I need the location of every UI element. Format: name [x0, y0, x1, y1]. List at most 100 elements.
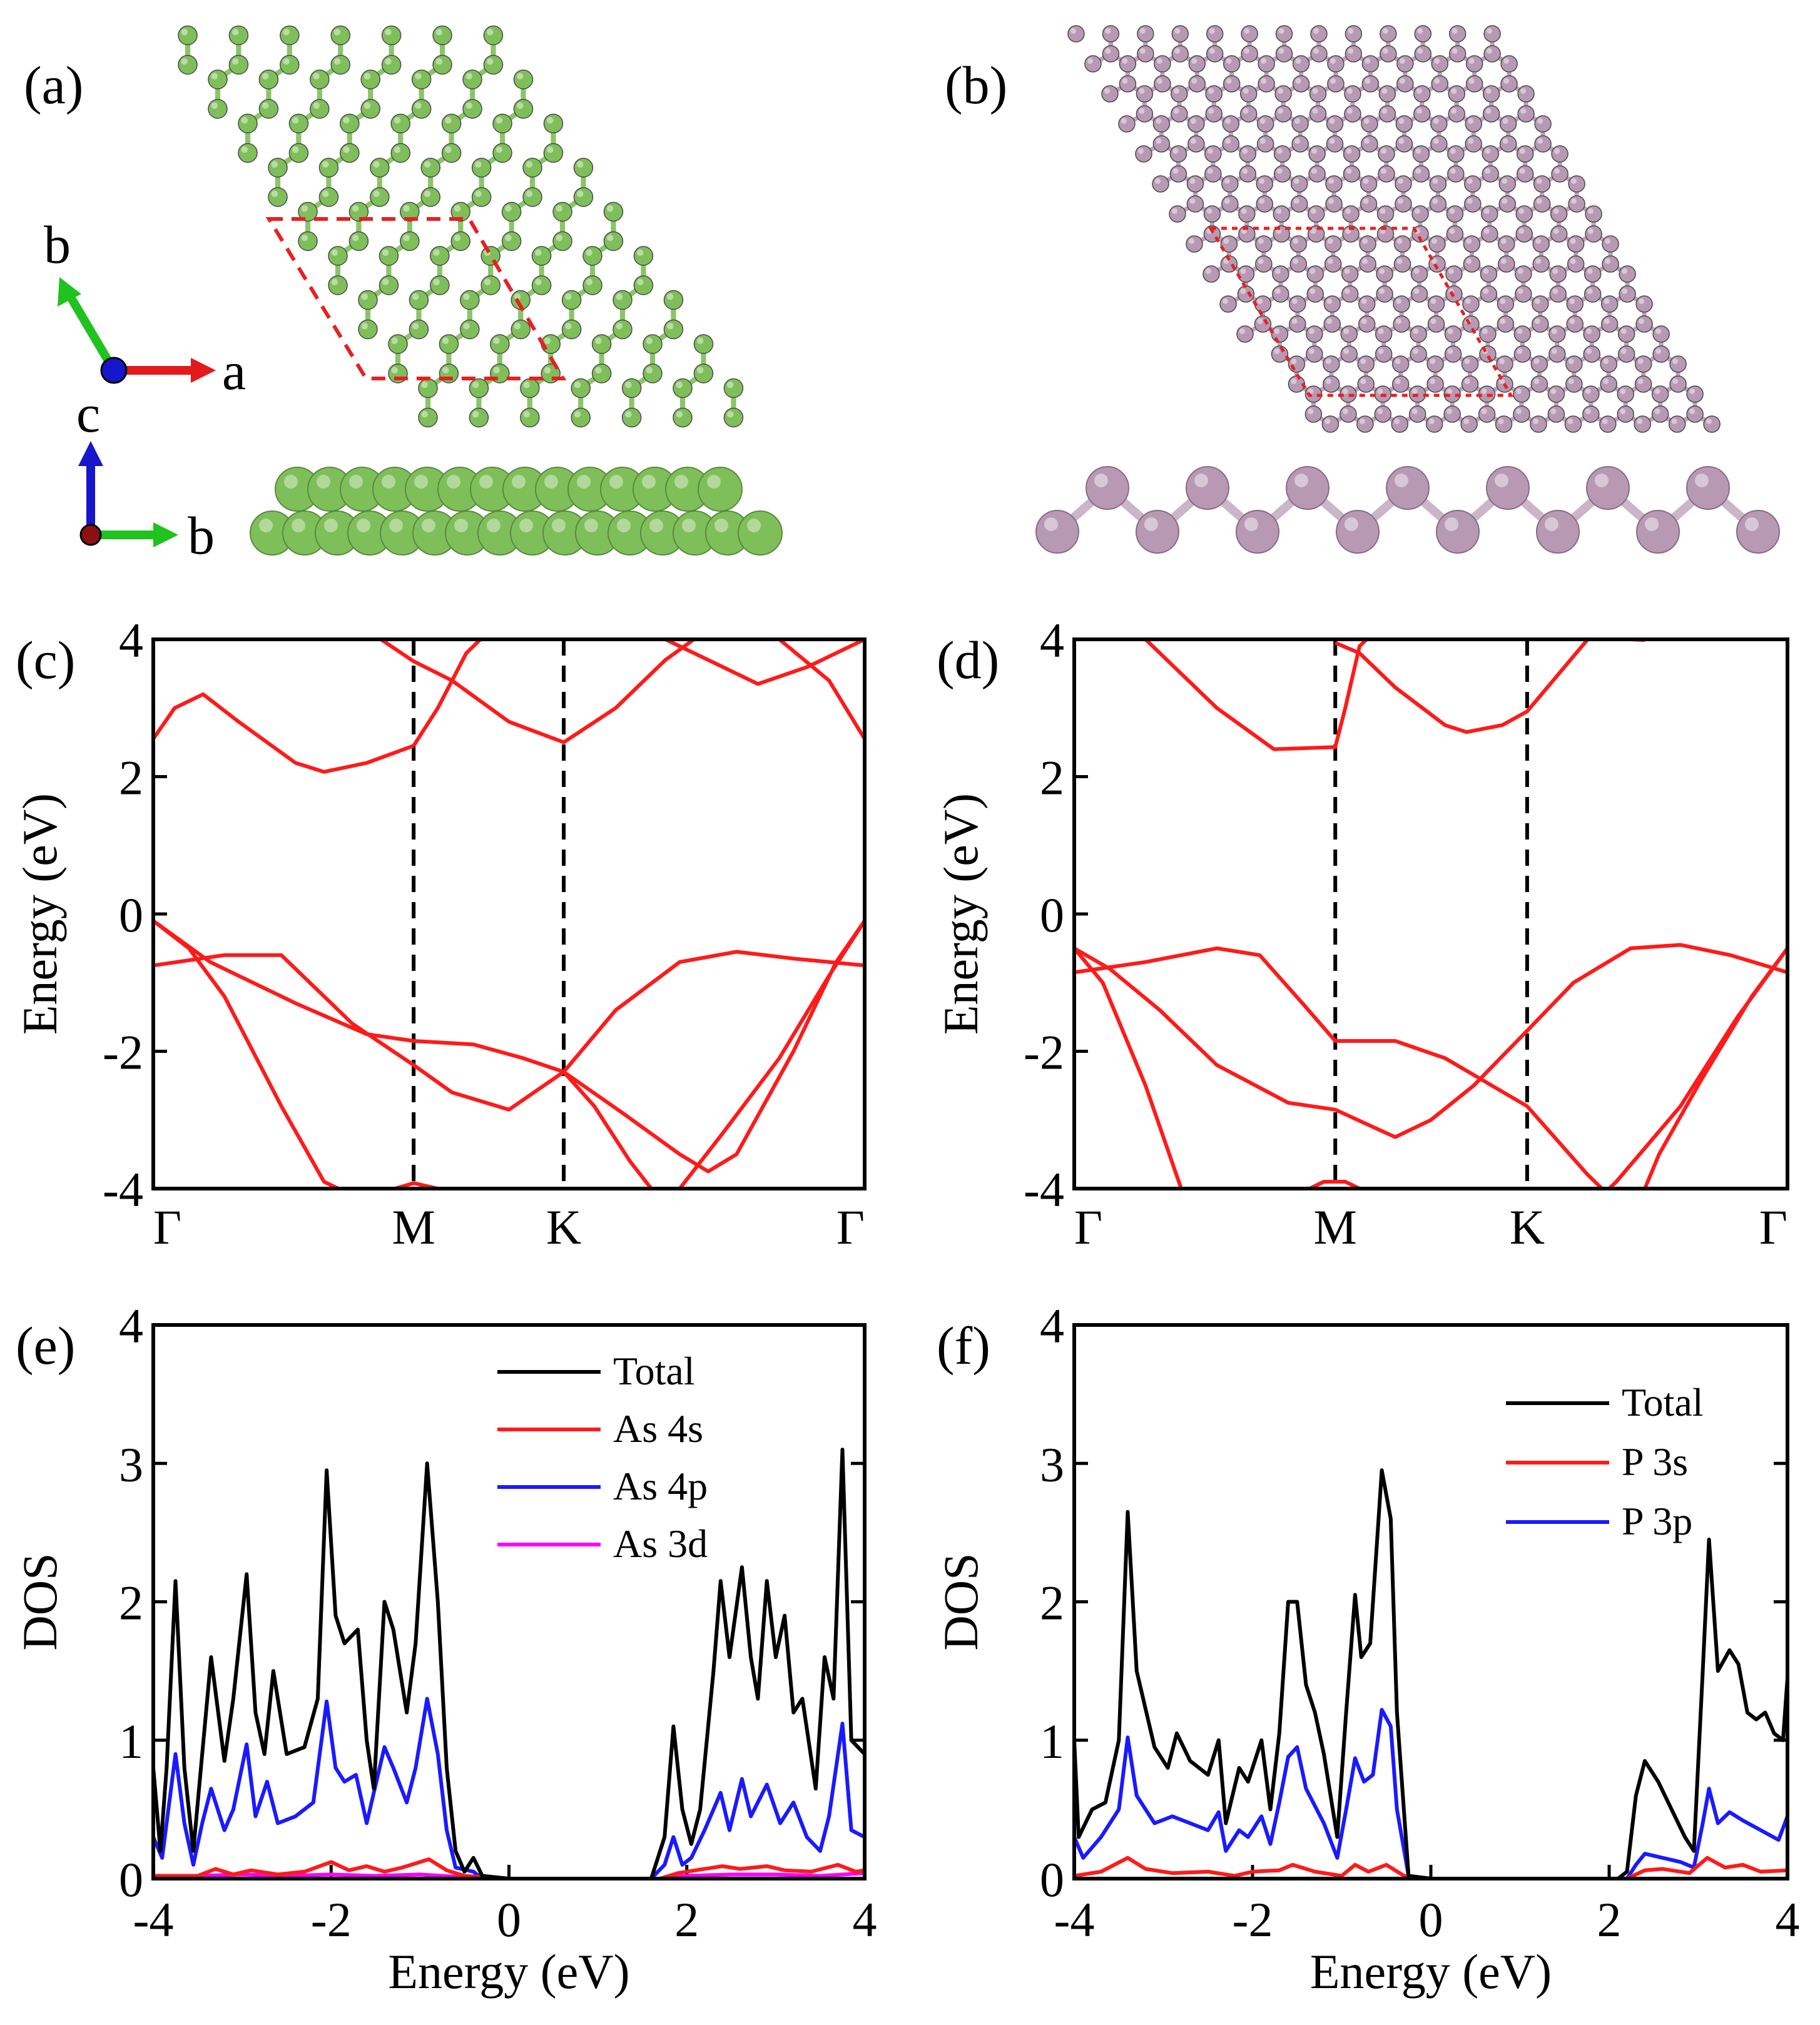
bands [1074, 639, 1787, 1189]
axis-label-a: a [222, 341, 246, 401]
p-side-view [1035, 466, 1780, 554]
y-tick-label: 0 [119, 888, 143, 942]
y-tick-label: -4 [1024, 1162, 1064, 1217]
structure-a-panel: (a) [24, 25, 783, 556]
y-tick-label: 0 [1040, 888, 1064, 942]
band-line-4 [1074, 947, 1183, 1189]
x-tick-label: -4 [133, 1892, 174, 1947]
dos-lines [153, 1448, 865, 1879]
lattice-bonds [185, 33, 736, 420]
y-tick-label: 2 [119, 751, 143, 805]
legend-entry: P 3s [1622, 1439, 1688, 1484]
y-axis-label: DOS [13, 1553, 67, 1650]
band-line-2 [1074, 943, 1787, 1139]
x-tick-label: 4 [1776, 1892, 1800, 1947]
band-line-1 [1334, 639, 1590, 734]
band-line-6 [153, 919, 339, 1189]
lattice-atoms [1067, 25, 1721, 433]
b-axis-head-side [153, 522, 178, 547]
structure-b-panel: (b) [945, 25, 1780, 554]
band-line-9 [678, 920, 865, 1189]
y-tick-label: 4 [1040, 1299, 1064, 1353]
y-tick-label: 2 [1040, 1576, 1064, 1630]
dos-line-p-3p [1074, 1708, 1787, 1879]
dos-line-as-4p [153, 1697, 865, 1879]
k-point-label: K [1510, 1200, 1545, 1254]
axes-indicator: b a c b [44, 215, 246, 566]
dos-line-p-3s [1074, 1855, 1787, 1879]
k-point-label: Γ [836, 1200, 865, 1254]
y-tick-label: -2 [103, 1025, 143, 1080]
lattice-atoms [178, 25, 744, 428]
b-axis-arrow [64, 292, 118, 373]
as-top-lattice [178, 25, 744, 428]
x-axis-label: Energy (eV) [1310, 1944, 1552, 1999]
legend-entry: Total [1622, 1380, 1704, 1424]
band-line-6 [1607, 947, 1787, 1189]
band-structure-d: (d) -4 -2 0 2 4 Energy (eV) Γ M K Γ [933, 613, 1789, 1254]
y-axis-label: DOS [933, 1553, 988, 1650]
k-point-label: M [392, 1200, 435, 1254]
band-line-5 [1643, 947, 1787, 1189]
p-unit-cell [1207, 226, 1514, 397]
legend-entry: Total [613, 1349, 695, 1393]
panel-label-c: (c) [16, 630, 75, 690]
dos-lines [1074, 1468, 1787, 1879]
band-line-0 [153, 692, 415, 774]
x-tick-label: 2 [674, 1892, 699, 1947]
band-line-5 [153, 919, 865, 1174]
k-point-label: Γ [1074, 1200, 1102, 1254]
y-tick-label: -2 [1024, 1025, 1064, 1080]
y-tick-label: 0 [1040, 1852, 1064, 1907]
band-line-3 [1074, 946, 1604, 1189]
legend-entry: As 3d [613, 1521, 708, 1566]
band-line-2 [380, 639, 695, 744]
y-tick-label: 1 [1040, 1714, 1064, 1769]
x-tick-label: 0 [497, 1892, 521, 1947]
dos-f: (f) 0 1 2 3 4 DOS -4 -2 0 2 4 Energy (eV) Total P 3s P … [933, 1299, 1800, 1999]
panel-label-f: (f) [937, 1316, 990, 1376]
x-axis-label: Energy (eV) [388, 1944, 629, 1999]
plot-frame [1072, 637, 1789, 1190]
k-point-label: K [546, 1200, 581, 1254]
panel-label-e: (e) [16, 1316, 75, 1376]
band-line-7 [1308, 1180, 1361, 1189]
as-unit-cell [265, 217, 567, 380]
a-axis-head [191, 358, 216, 383]
y-tick-label: -4 [103, 1162, 143, 1217]
legend-entry: P 3p [1622, 1499, 1692, 1543]
panel-label-b: (b) [945, 55, 1007, 115]
x-tick-label: 0 [1419, 1892, 1443, 1947]
k-point-label: Γ [1759, 1200, 1787, 1254]
plot-frame [1072, 1323, 1789, 1880]
y-tick-label: 2 [1040, 751, 1064, 805]
x-tick-label: 4 [853, 1892, 877, 1947]
band-line-4 [778, 639, 865, 740]
y-tick-label: 3 [1040, 1437, 1064, 1491]
plot-frame [151, 1323, 867, 1880]
panel-label-d: (d) [937, 630, 999, 690]
c-axis-dot [100, 357, 128, 384]
legend-entry: As 4p [613, 1464, 708, 1508]
y-tick-label: 0 [119, 1852, 143, 1907]
dos-line-total [1074, 1468, 1787, 1879]
dos-line-as-4s [153, 1857, 865, 1879]
y-axis-label: Energy (eV) [13, 793, 67, 1035]
y-axis-label: Energy (eV) [933, 793, 988, 1035]
dos-e: (e) 0 1 2 3 4 DOS -4 -2 0 2 4 Energy (eV) Total As 4s A… [13, 1299, 877, 1999]
b-axis-head [58, 277, 81, 307]
as-side-view [250, 467, 783, 556]
legend-entry: As 4s [613, 1406, 703, 1451]
plot-frame [151, 637, 867, 1190]
y-tick-label: 4 [1040, 613, 1064, 667]
x-tick-label: -2 [311, 1892, 352, 1947]
k-point-label: M [1314, 1200, 1357, 1254]
band-line-0 [1144, 639, 1368, 751]
band-line-8 [562, 1070, 653, 1189]
panel-label-a: (a) [24, 55, 83, 115]
y-tick-label: 4 [119, 1299, 143, 1353]
band-line-3 [664, 639, 865, 686]
x-tick-label: -4 [1054, 1892, 1095, 1947]
y-tick-label: 2 [119, 1576, 143, 1630]
